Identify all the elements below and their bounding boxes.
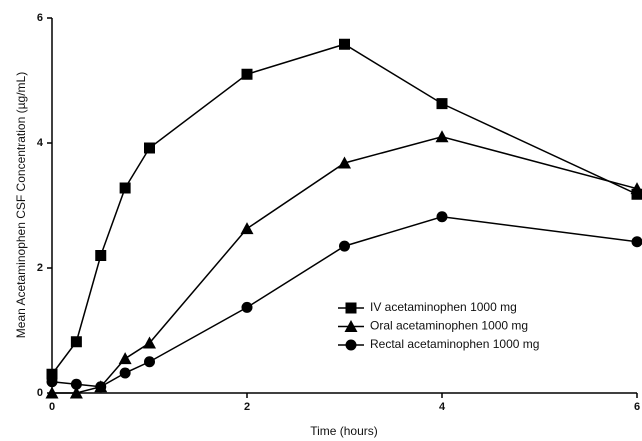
marker-square: [70, 336, 82, 348]
marker-square: [339, 38, 350, 50]
marker-square: [95, 250, 107, 261]
marker-circle: [436, 211, 448, 223]
marker-triangle: [338, 156, 351, 169]
marker-square: [119, 182, 131, 194]
marker-triangle: [69, 386, 83, 399]
marker-triangle: [630, 182, 642, 195]
legend-label: Rectal acetaminophen 1000 mg: [370, 337, 539, 351]
x-tick-label: 0: [49, 401, 55, 413]
marker-circle: [241, 301, 253, 313]
y-tick-label: 0: [37, 387, 43, 399]
marker-circle: [631, 236, 642, 248]
marker-square: [144, 142, 155, 154]
series-line: [51, 43, 638, 375]
legend-label: Oral acetaminophen 1000 mg: [370, 319, 528, 333]
marker-triangle: [143, 336, 156, 349]
marker-circle: [144, 356, 155, 368]
marker-triangle: [45, 386, 59, 399]
marker-circle: [46, 376, 58, 388]
marker-square: [241, 68, 253, 80]
marker-triangle: [118, 352, 132, 365]
marker-triangle: [240, 222, 254, 235]
x-tick-label: 6: [634, 401, 640, 413]
marker-circle: [95, 381, 107, 393]
marker-square: [46, 368, 58, 380]
marker-square: [345, 302, 357, 314]
marker-square: [436, 98, 448, 110]
legend-label: IV acetaminophen 1000 mg: [370, 300, 517, 314]
y-tick-label: 6: [37, 12, 43, 24]
marker-triangle: [435, 130, 449, 143]
y-axis-label: Mean Acetaminophen CSF Concentration (µg…: [14, 72, 28, 338]
marker-circle: [345, 339, 357, 351]
x-axis-label: Time (hours): [310, 424, 378, 438]
y-tick-label: 2: [37, 262, 43, 274]
marker-square: [631, 188, 642, 200]
marker-triangle: [344, 320, 358, 332]
y-tick-label: 4: [37, 137, 44, 149]
marker-circle: [70, 378, 82, 390]
marker-circle: [339, 240, 350, 252]
series-line: [52, 135, 638, 394]
x-tick-label: 2: [244, 401, 250, 413]
marker-circle: [119, 367, 131, 379]
x-tick-label: 4: [439, 401, 446, 413]
